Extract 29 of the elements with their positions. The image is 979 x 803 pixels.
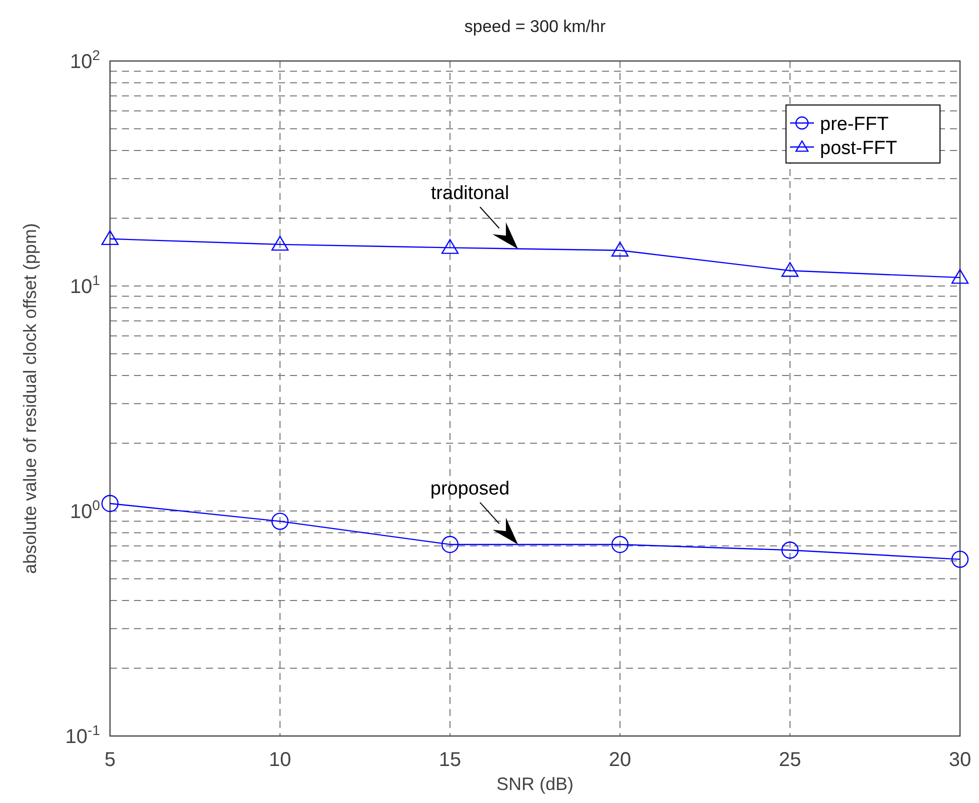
annotation: proposed (430, 478, 510, 500)
y-tick-label: 10$^{2}$ (70, 47, 100, 73)
x-tick-label: 25 (778, 749, 802, 771)
chart-title: speed = 300 km/hr (464, 17, 606, 36)
annotation: traditonal (430, 183, 510, 204)
legend-label: post-FFT (820, 138, 898, 159)
x-tick-label: 30 (948, 749, 972, 771)
point (781, 262, 799, 277)
x-tick-label: 10 (268, 749, 292, 771)
point (441, 239, 459, 254)
point (441, 536, 459, 554)
point (271, 236, 289, 251)
y-tick-label: 10$^{0}$ (70, 497, 100, 523)
point (271, 512, 289, 530)
x-tick-label: 5 (104, 749, 116, 771)
y-axis-title: absolute value of residual clock offset (ppm) (20, 223, 40, 574)
point (611, 242, 629, 257)
y-tick-label: 10$^{-1}$ (65, 722, 100, 748)
x-tick-label: 15 (438, 749, 462, 771)
point (101, 230, 119, 246)
legend-label: pre-FFT (820, 114, 889, 135)
y-tick-label: 10$^{1}$ (70, 272, 100, 298)
x-tick-label: 20 (608, 749, 632, 771)
point (781, 542, 799, 559)
point (101, 494, 119, 512)
point (611, 536, 629, 554)
point (951, 268, 969, 284)
x-axis-title: SNR (dB) (496, 774, 574, 794)
point (951, 550, 969, 568)
